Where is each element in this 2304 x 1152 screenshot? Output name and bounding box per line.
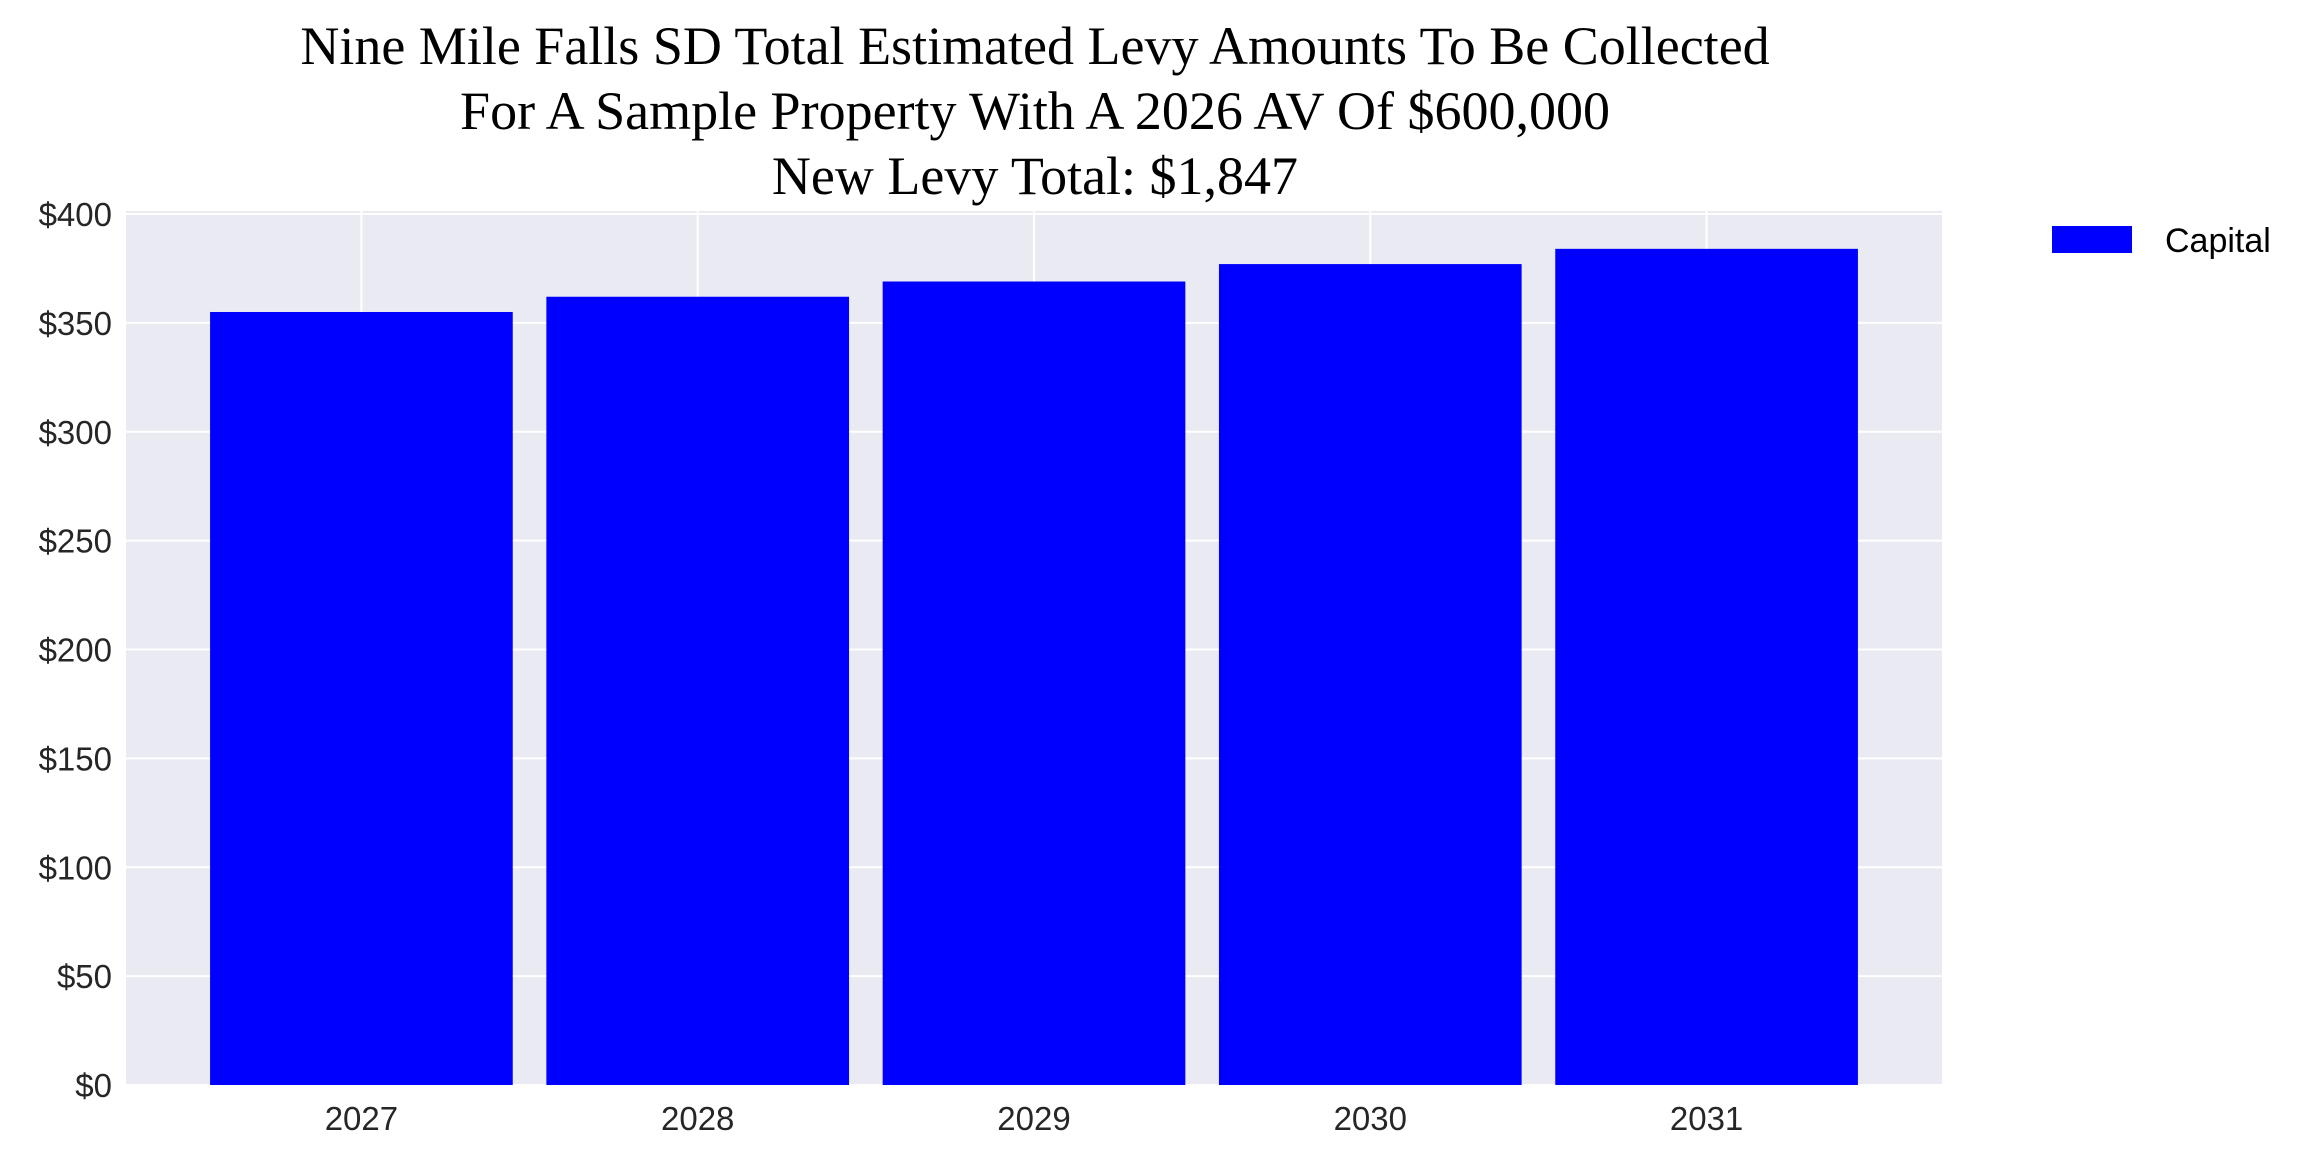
y-tick-label: $350 xyxy=(39,305,112,342)
bar-2027 xyxy=(210,311,513,1085)
y-tick-label: $200 xyxy=(39,632,112,669)
x-tick-label: 2028 xyxy=(661,1100,734,1137)
bar-2031 xyxy=(1555,248,1858,1086)
bar-2028 xyxy=(546,296,850,1085)
bar-2029 xyxy=(882,281,1186,1085)
x-tick-label: 2027 xyxy=(325,1100,398,1137)
legend-label: Capital xyxy=(2165,222,2271,260)
chart-title-line-3: New Levy Total: $1,847 xyxy=(771,146,1299,206)
y-tick-label: $50 xyxy=(57,958,112,995)
y-tick-label: $400 xyxy=(39,196,112,233)
chart-title-line-1: Nine Mile Falls SD Total Estimated Levy … xyxy=(300,16,1770,76)
y-tick-label: $300 xyxy=(39,414,112,451)
y-tick-label: $150 xyxy=(39,740,112,777)
x-tick-label: 2029 xyxy=(997,1100,1070,1137)
x-tick-label: 2031 xyxy=(1670,1100,1743,1137)
chart-title-line-2: For A Sample Property With A 2026 AV Of … xyxy=(460,81,1610,141)
y-tick-label: $100 xyxy=(39,849,112,886)
y-tick-label: $250 xyxy=(39,523,112,560)
bar-2030 xyxy=(1218,264,1522,1085)
legend-swatch xyxy=(2052,226,2132,253)
y-tick-label: $0 xyxy=(75,1067,112,1104)
x-tick-label: 2030 xyxy=(1334,1100,1407,1137)
